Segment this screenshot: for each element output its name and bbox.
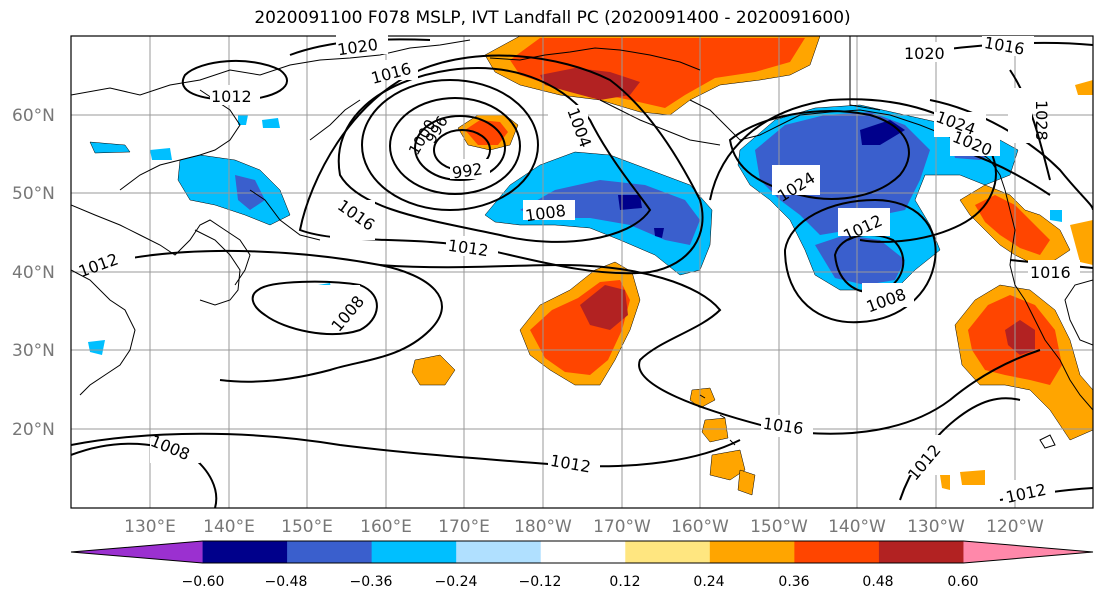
longitude-labels: 130°E 140°E 150°E 160°E 170°E 180°W 170°… (124, 517, 1044, 537)
isobar-label: 1020 (904, 44, 945, 63)
isobar-label: 1012 (211, 87, 252, 106)
lon-label: 150°E (281, 517, 333, 537)
lat-label-20: 20°N (12, 420, 55, 440)
lat-label-60: 60°N (12, 106, 55, 126)
colorbar-tick-labels: −0.60 −0.48 −0.36 −0.24 −0.12 0.12 0.24 … (182, 574, 979, 590)
colorbar-tick: −0.48 (265, 574, 308, 590)
colorbar-tick: −0.36 (350, 574, 393, 590)
lon-label: 120°W (986, 517, 1044, 537)
colorbar-tick: 0.24 (693, 574, 724, 590)
colorbar-segment (709, 541, 795, 563)
colorbar-segment (456, 541, 542, 563)
lon-label: 140°E (203, 517, 255, 537)
lon-label: 130°E (124, 517, 176, 537)
latitude-labels: 60°N 50°N 40°N 30°N 20°N (12, 106, 55, 440)
colorbar-tick: −0.60 (182, 574, 225, 590)
colorbar-tick: 0.12 (609, 574, 640, 590)
colorbar-tick: 0.36 (778, 574, 809, 590)
lon-label: 180°W (514, 517, 572, 537)
colorbar-outline (70, 540, 1094, 564)
lat-label-50: 50°N (12, 184, 55, 204)
colorbar-segment (371, 541, 457, 563)
ivt-negative-fields (88, 104, 1062, 355)
colorbar-segment-max-extend (963, 541, 1093, 563)
colorbar-tick: −0.24 (435, 574, 478, 590)
colorbar-tick: −0.12 (519, 574, 562, 590)
colorbar-segment-min-extend (71, 541, 203, 563)
lon-label: 140°W (828, 517, 886, 537)
lat-label-40: 40°N (12, 263, 55, 283)
colorbar-segment (540, 541, 626, 563)
lat-label-30: 30°N (12, 341, 55, 361)
colorbar-segment (287, 541, 373, 563)
lon-label: 130°W (907, 517, 965, 537)
lon-label: 170°E (438, 517, 490, 537)
map-border (70, 35, 1094, 509)
isobar-label: 1016 (1030, 263, 1071, 282)
lon-label: 160°E (360, 517, 412, 537)
lon-label: 170°W (593, 517, 651, 537)
colorbar (70, 540, 1094, 564)
graticule (71, 36, 1093, 508)
lon-label: 150°W (750, 517, 808, 537)
colorbar-segment (625, 541, 711, 563)
colorbar-segment (878, 541, 964, 563)
isobar-label: 1028 (1032, 100, 1051, 141)
ivt-positive-fields (411, 36, 1093, 496)
colorbar-tick: 0.48 (862, 574, 893, 590)
map-title: 2020091100 F078 MSLP, IVT Landfall PC (2… (254, 8, 851, 28)
lon-label: 160°W (671, 517, 729, 537)
colorbar-tick: 0.60 (947, 574, 978, 590)
colorbar-segment (794, 541, 880, 563)
isobar-labels: 1020 1016 1012 1000 996 992 1004 1008 10… (75, 33, 1080, 507)
isobar-label: 992 (451, 159, 484, 182)
colorbar-segment (202, 541, 288, 563)
